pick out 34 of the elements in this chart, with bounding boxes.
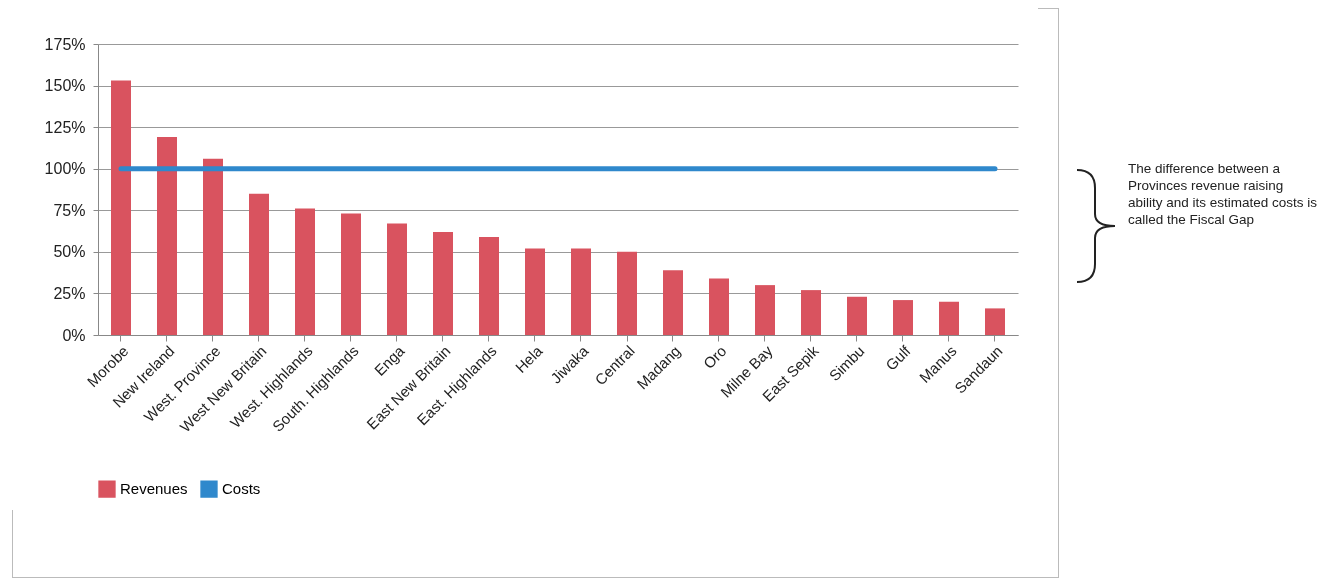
bar — [295, 208, 315, 335]
bar — [663, 270, 683, 335]
bar — [157, 137, 177, 335]
bar — [893, 300, 913, 335]
x-tick-label: Oro — [699, 342, 730, 372]
bar — [939, 301, 959, 335]
bar — [847, 296, 867, 335]
bar — [249, 193, 269, 335]
bar — [387, 223, 407, 335]
y-tick-label: 0% — [62, 326, 86, 344]
y-tick-label: 175% — [44, 35, 86, 53]
bar — [341, 213, 361, 335]
y-tick-label: 75% — [53, 201, 86, 219]
bar — [985, 308, 1005, 335]
bar — [709, 278, 729, 335]
x-tick-label: Hela — [511, 341, 547, 376]
bar — [571, 248, 591, 335]
bar — [617, 251, 637, 335]
bar — [433, 231, 453, 335]
y-tick-label: 125% — [44, 118, 86, 136]
y-tick-label: 50% — [53, 243, 86, 261]
bar — [111, 80, 131, 335]
y-tick-label: 100% — [44, 160, 86, 178]
bar — [525, 248, 545, 335]
legend-label: Revenues — [120, 480, 188, 498]
y-tick-label: 150% — [44, 77, 86, 95]
bar — [801, 290, 821, 335]
bar — [479, 236, 499, 335]
legend-label: Costs — [222, 480, 261, 498]
text: The difference between a Provinces revenue raising ability and its estimated costs is called the Fiscal Gap — [1128, 160, 1318, 228]
y-tick-label: 25% — [53, 284, 86, 302]
x-tick-label: Gulf — [882, 341, 915, 374]
bar — [203, 158, 223, 335]
bar — [755, 285, 775, 335]
